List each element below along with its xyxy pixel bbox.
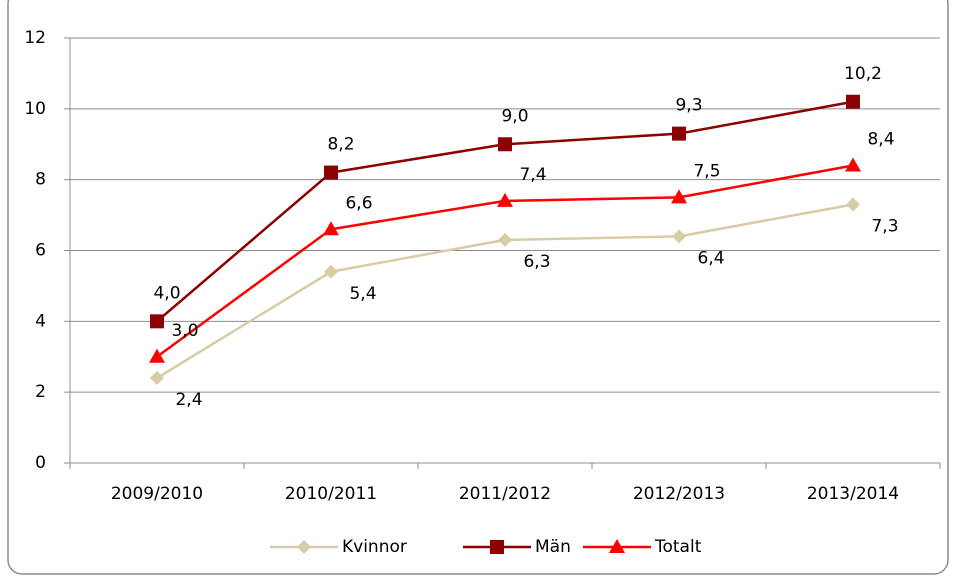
point-marker: [672, 126, 686, 141]
point-marker: [149, 348, 165, 363]
point-marker: [150, 371, 164, 385]
value-label: 7,5: [693, 161, 720, 181]
value-label: 8,2: [327, 135, 354, 155]
value-label: 7,4: [519, 165, 546, 185]
point-marker: [671, 189, 687, 204]
y-tick-label: 6: [35, 241, 46, 261]
value-label: 5,4: [349, 284, 376, 304]
point-marker: [497, 192, 513, 207]
legend-marker: [490, 540, 504, 554]
point-marker: [498, 137, 512, 152]
value-label: 6,3: [523, 252, 550, 272]
x-tick-label: 2012/2013: [633, 484, 725, 504]
y-tick-label: 12: [24, 28, 46, 48]
point-marker: [846, 94, 860, 109]
y-tick-label: 2: [35, 382, 46, 402]
value-label: 6,4: [697, 248, 724, 268]
point-marker: [845, 157, 861, 172]
value-label: 4,0: [153, 283, 180, 303]
legend-marker: [297, 540, 311, 554]
y-tick-label: 10: [24, 99, 46, 119]
point-marker: [324, 165, 338, 180]
point-marker: [846, 197, 860, 212]
legend-label: Totalt: [654, 537, 702, 557]
x-tick-label: 2011/2012: [459, 484, 551, 504]
value-label: 6,6: [345, 193, 372, 213]
value-label: 3,0: [171, 321, 198, 341]
y-tick-label: 8: [35, 170, 46, 190]
y-tick-label: 4: [35, 311, 46, 331]
value-label: 9,3: [675, 96, 702, 116]
point-marker: [324, 264, 338, 279]
point-marker: [672, 229, 686, 244]
point-marker: [150, 314, 164, 329]
x-tick-label: 2009/2010: [111, 484, 203, 504]
x-tick-label: 2010/2011: [285, 484, 377, 504]
legend-label: Män: [535, 537, 571, 557]
value-label: 8,4: [867, 130, 894, 150]
legend-marker: [609, 539, 625, 553]
point-marker: [323, 221, 339, 236]
value-label: 9,0: [501, 106, 528, 126]
value-label: 10,2: [844, 64, 882, 84]
value-label: 7,3: [871, 216, 898, 236]
legend-label: Kvinnor: [342, 537, 407, 557]
chart-frame: [7, 0, 949, 575]
y-tick-label: 0: [35, 453, 46, 473]
point-marker: [498, 232, 512, 247]
x-tick-label: 2013/2014: [807, 484, 899, 504]
value-label: 2,4: [175, 390, 202, 410]
